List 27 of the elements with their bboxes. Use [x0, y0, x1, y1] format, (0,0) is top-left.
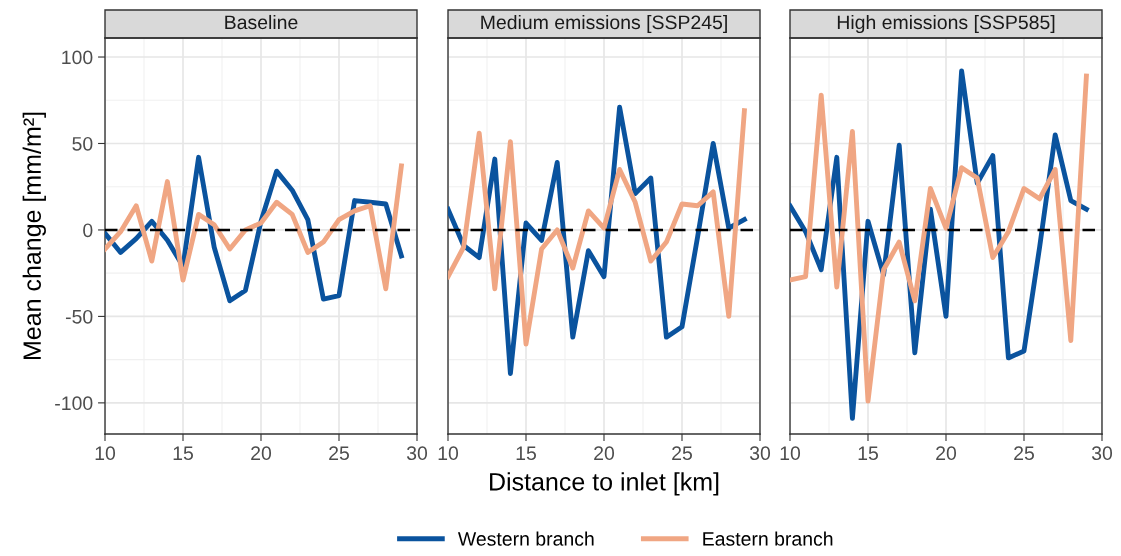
- legend-label: Western branch: [457, 531, 594, 546]
- y-tick-label: -50: [65, 309, 93, 324]
- chart-title: Medium emissions [SSP245]: [481, 14, 727, 34]
- x-tick-label: 20: [594, 446, 615, 461]
- y-tick-label: -100: [55, 396, 93, 411]
- x-tick-label: 25: [1014, 446, 1034, 461]
- y-tick-label: 0: [83, 223, 93, 238]
- legend-label: Eastern branch: [703, 531, 833, 546]
- x-tick-label: 20: [251, 446, 272, 461]
- y-axis-title: Mean change [mm/m²]: [22, 112, 46, 359]
- y-tick-label: 50: [72, 136, 93, 151]
- chart-title: High emissions [SSP585]: [837, 14, 1055, 34]
- x-tick-label: 25: [672, 446, 692, 461]
- y-tick-label: 100: [62, 50, 93, 65]
- x-tick-label: 10: [780, 446, 801, 461]
- x-tick-label: 30: [1091, 446, 1113, 461]
- x-tick-label: 15: [516, 446, 536, 461]
- x-tick-label: 10: [95, 446, 116, 461]
- x-tick-label: 30: [406, 446, 428, 461]
- x-tick-label: 20: [936, 446, 957, 461]
- x-tick-label: 25: [329, 446, 349, 461]
- x-tick-label: 30: [749, 446, 771, 461]
- chart-title: Baseline: [225, 14, 298, 30]
- x-tick-label: 15: [858, 446, 878, 461]
- x-axis-title: Distance to inlet [km]: [490, 472, 719, 496]
- x-tick-label: 15: [173, 446, 193, 461]
- x-tick-label: 10: [438, 446, 459, 461]
